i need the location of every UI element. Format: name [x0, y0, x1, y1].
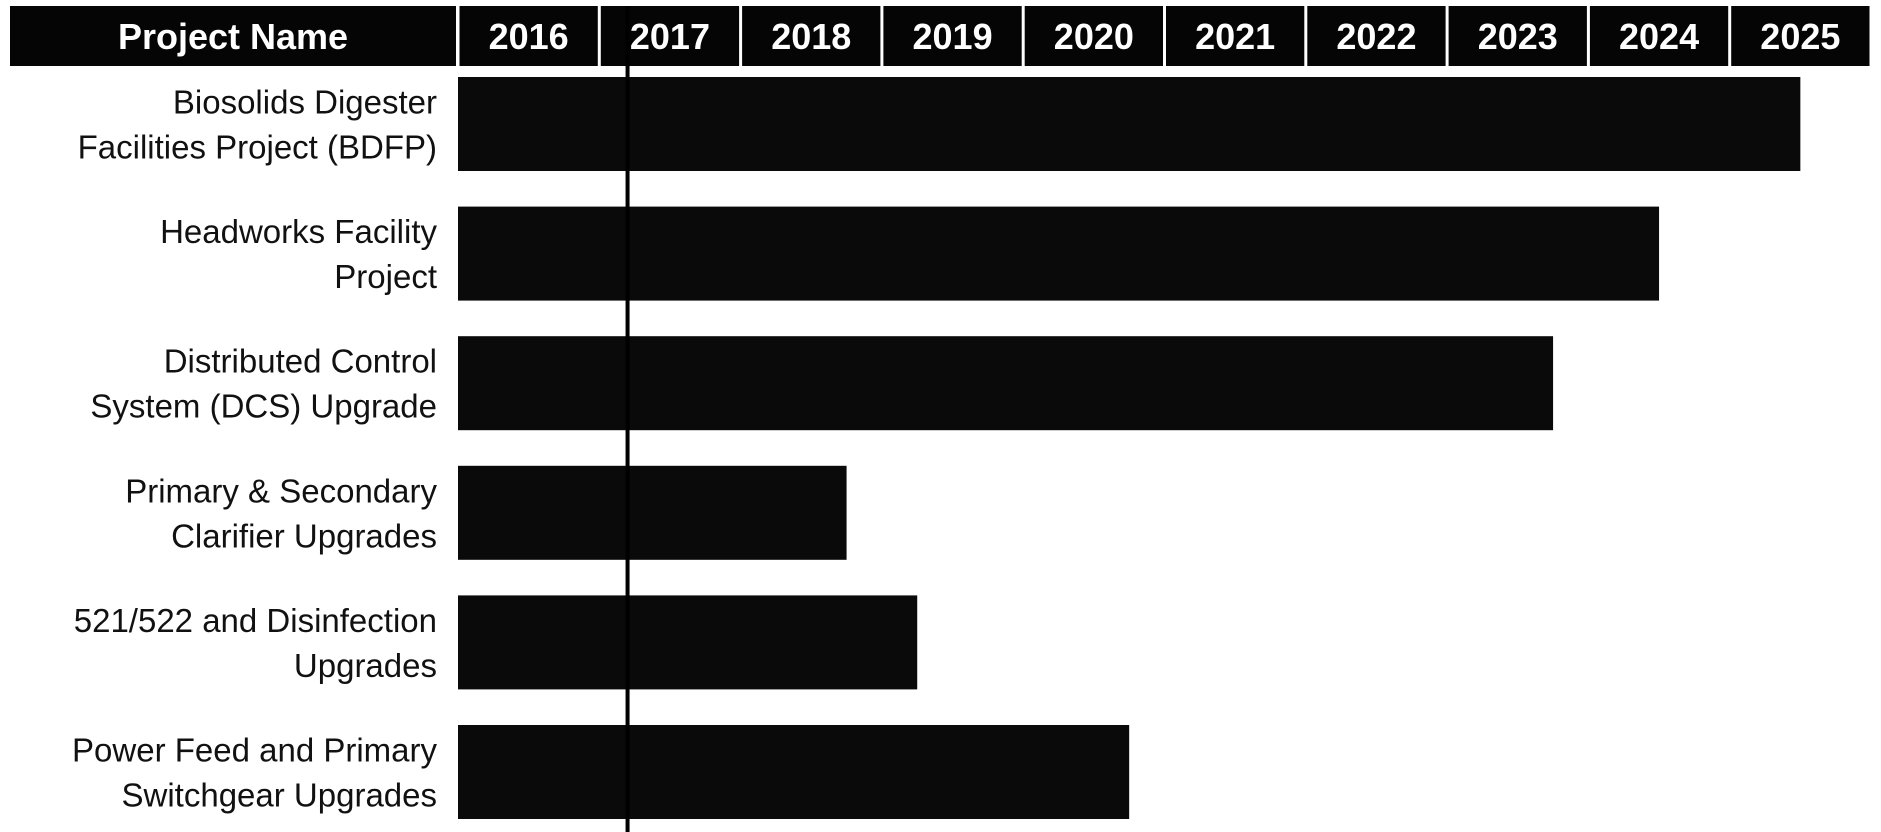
project-label-3-line-2: System (DCS) Upgrade	[90, 388, 437, 425]
project-label-3-line-1: Distributed Control	[164, 343, 437, 380]
project-label-2-line-2: Project	[334, 258, 437, 295]
project-bar-4	[458, 465, 847, 560]
project-label-1-line-2: Facilities Project (BDFP)	[78, 129, 437, 166]
year-tick-label-2021: 2021	[1195, 16, 1275, 57]
header-cell-year-2019	[883, 6, 1022, 66]
header-cell-year-2021	[1166, 6, 1305, 66]
header-label-project-name: Project Name	[118, 16, 348, 57]
project-label-4-line-1: Primary & Secondary	[125, 472, 437, 509]
project-label-6-line-2: Switchgear Upgrades	[122, 777, 438, 814]
project-bar-3	[458, 336, 1554, 431]
year-tick-label-2020: 2020	[1054, 16, 1134, 57]
header-cell-year-2024	[1589, 6, 1729, 66]
year-tick-label-2019: 2019	[913, 16, 993, 57]
header-cell-year-2018	[742, 6, 881, 66]
year-tick-label-2018: 2018	[771, 16, 851, 57]
header-cell-year-2020	[1024, 6, 1163, 66]
year-tick-label-2023: 2023	[1478, 16, 1558, 57]
year-tick-label-2017: 2017	[630, 16, 710, 57]
project-bar-6	[458, 725, 1130, 819]
header-row: Project Name 2016 2017 2018 2019 2020 2021 2022…	[10, 6, 1870, 66]
year-tick-label-2016: 2016	[489, 16, 569, 57]
header-cell-year-2022	[1307, 6, 1446, 66]
project-label-5-line-2: Upgrades	[294, 647, 437, 684]
project-label-6-line-1: Power Feed and Primary	[72, 732, 437, 769]
project-label-4-line-2: Clarifier Upgrades	[171, 517, 437, 554]
year-tick-label-2022: 2022	[1336, 16, 1416, 57]
year-tick-label-2025: 2025	[1760, 16, 1840, 57]
project-bar-5	[458, 595, 918, 690]
project-bar-2	[458, 206, 1660, 301]
project-label-1-line-1: Biosolids Digester	[173, 84, 437, 121]
project-label-2-line-1: Headworks Facility	[160, 213, 437, 250]
header-cell-year-2023	[1448, 6, 1587, 66]
year-tick-label-2024: 2024	[1619, 16, 1699, 57]
header-cell-year-2017	[600, 6, 740, 66]
project-labels: Biosolids Digester Facilities Project (BD…	[72, 84, 437, 814]
project-bar-1	[458, 77, 1801, 171]
header-cell-year-2016	[459, 6, 598, 66]
header-cell-year-2025	[1731, 6, 1870, 66]
header-cell-project-name	[10, 6, 456, 66]
project-bars	[458, 77, 1801, 819]
project-label-5-line-1: 521/522 and Disinfection	[74, 602, 437, 639]
